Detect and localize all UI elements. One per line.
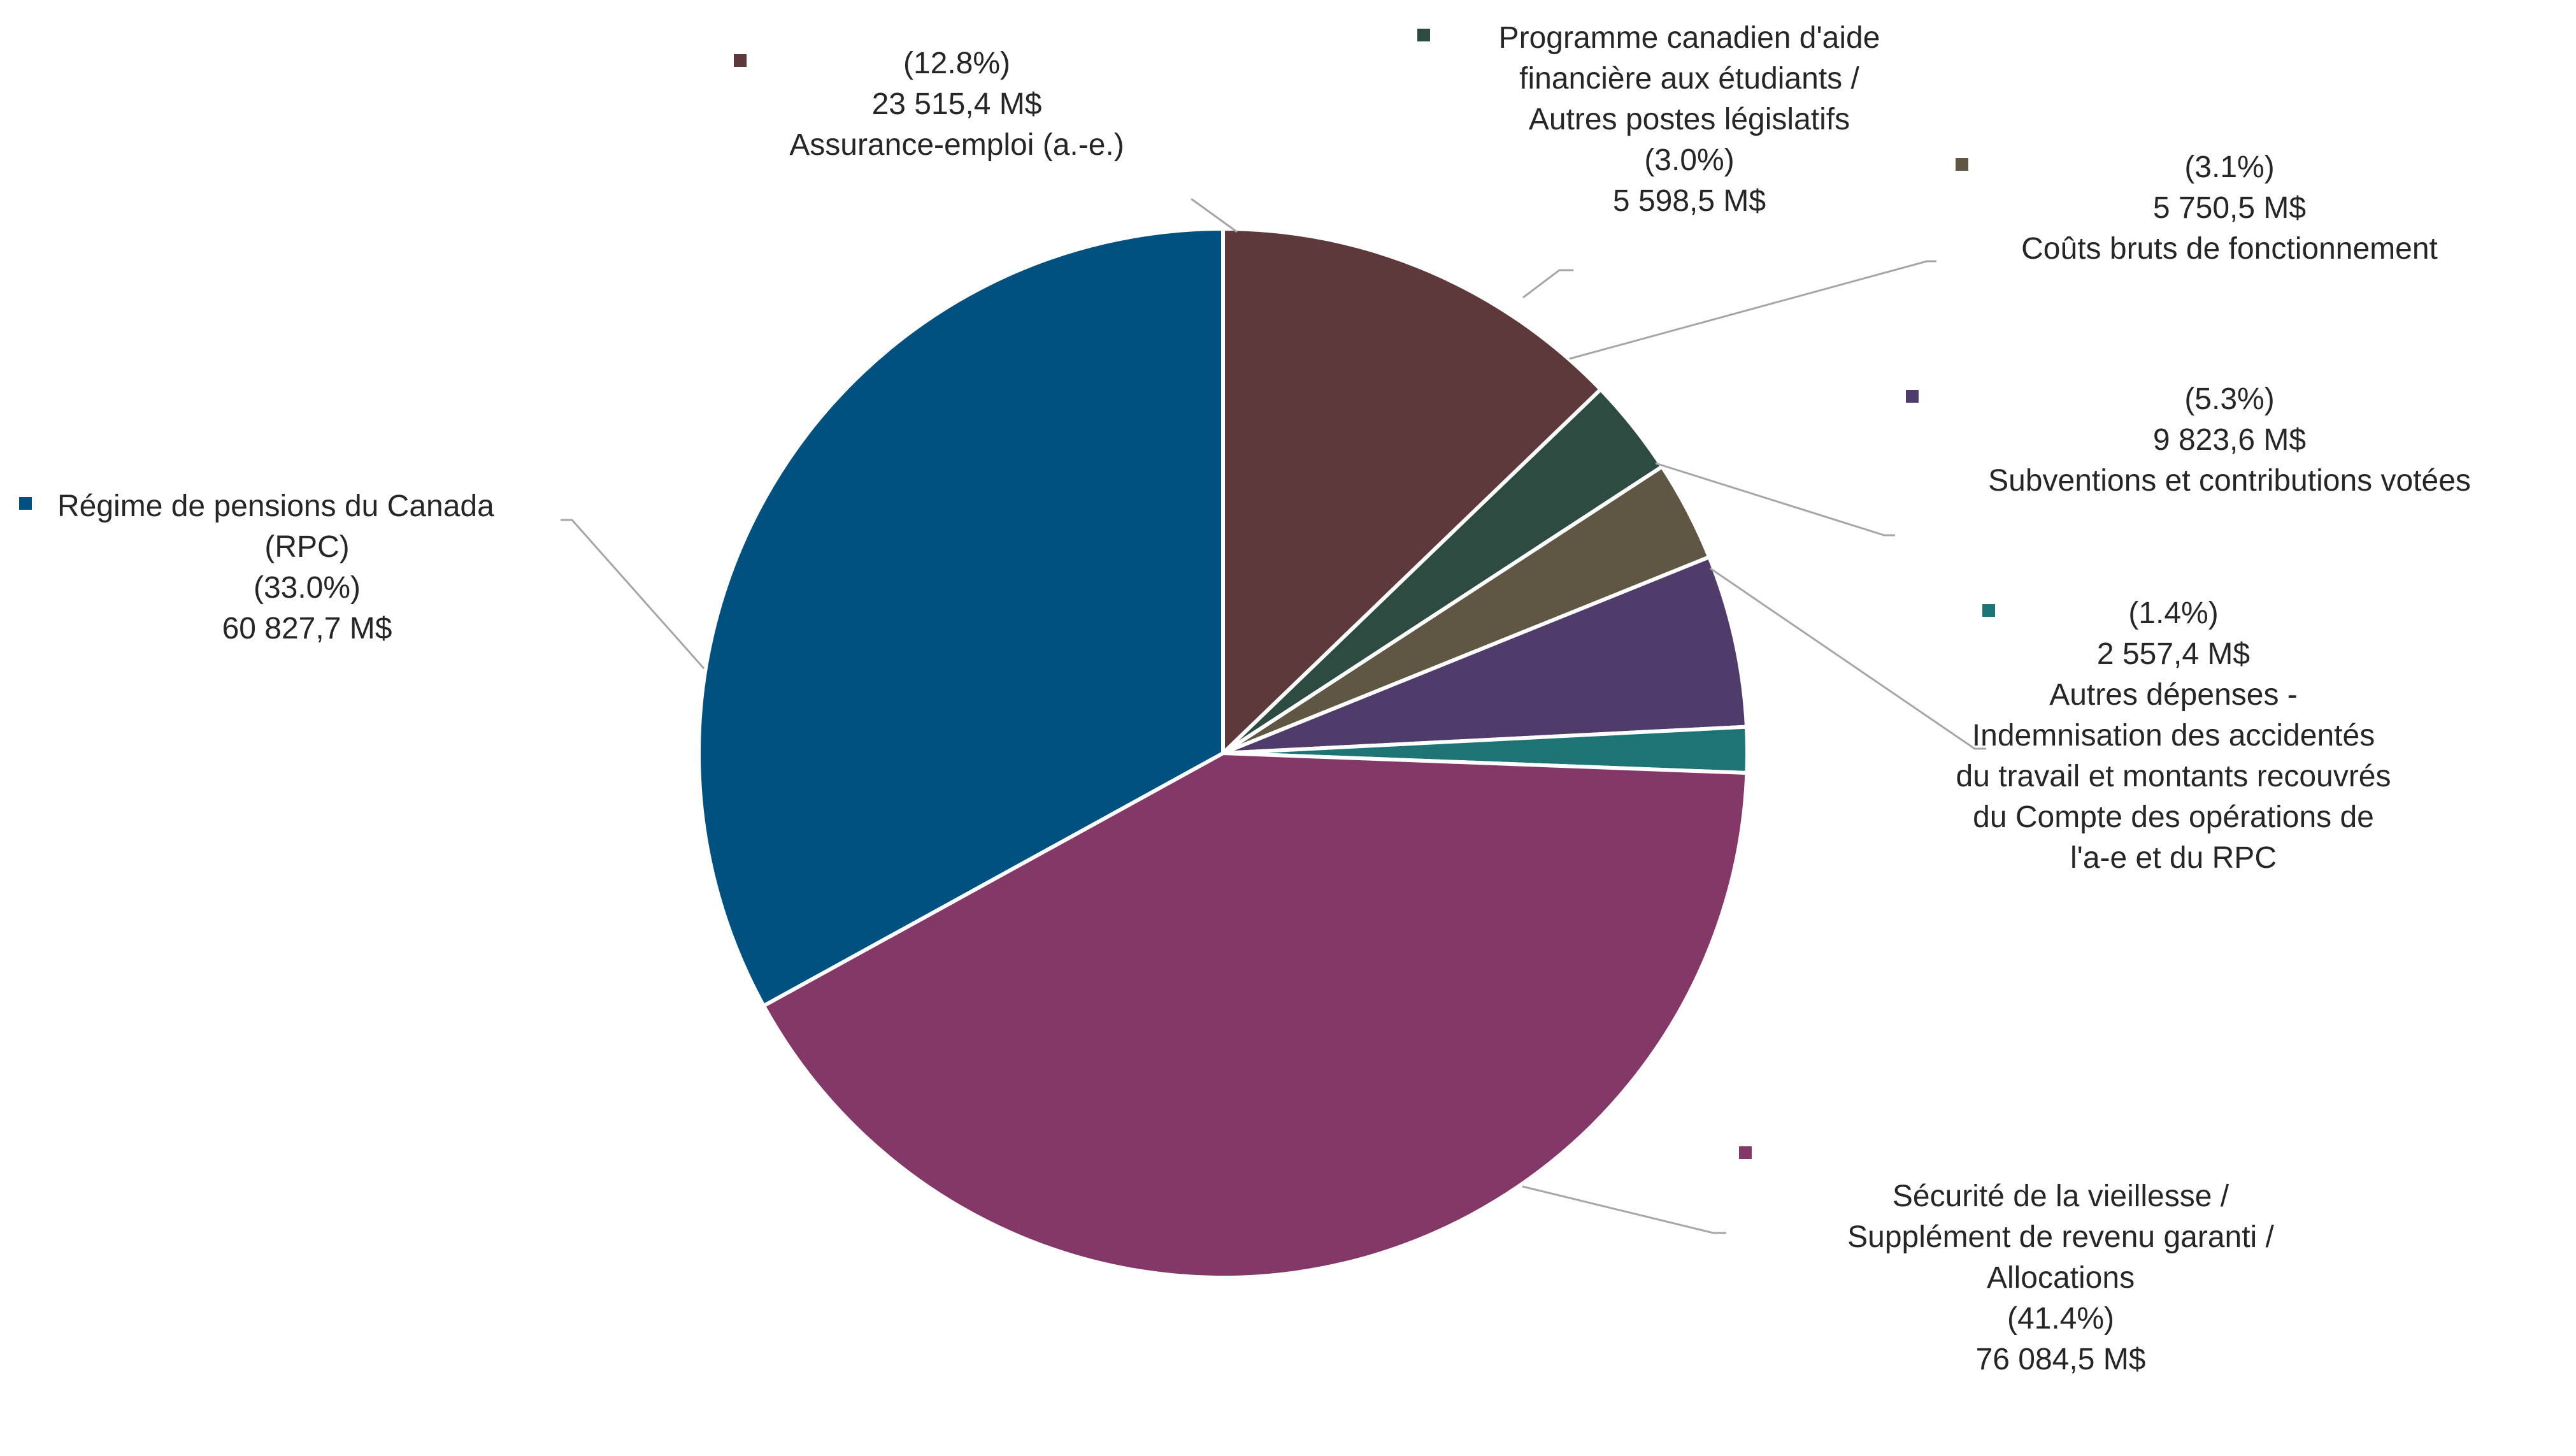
legend-key-ad xyxy=(1982,604,1995,617)
name-label-cbf: Coûts bruts de fonctionnement xyxy=(2021,232,2438,266)
percent-label-rpc: (33.0%) xyxy=(254,571,361,605)
name-label-ad: du Compte des opérations de xyxy=(1973,800,2374,834)
percent-label-ae: (12.8%) xyxy=(903,47,1010,80)
slice-labels: Sécurité de la vieillesse / Supplément de… xyxy=(19,21,2471,1376)
pie-slice-ae xyxy=(1221,227,1603,755)
name-label-rpc: Régime de pensions du Canada xyxy=(57,489,494,523)
pie-slice-rpc xyxy=(697,227,1225,1008)
name-label-ad: l'a-e et du RPC xyxy=(2070,841,2277,875)
value-label-cbf: 5 750,5 M$ xyxy=(2153,191,2306,225)
legend-key-ae xyxy=(734,54,747,67)
name-label-secv: Sécurité de la vieillesse / xyxy=(1893,1179,2229,1213)
name-label-ad: Autres dépenses - xyxy=(2049,678,2298,712)
percent-label-cbf: (3.1%) xyxy=(2184,150,2274,184)
pie-slices xyxy=(697,227,1749,1279)
leader-line-ae xyxy=(1191,198,1238,233)
leader-line-pcae xyxy=(1522,269,1573,299)
leader-line-rpc xyxy=(561,519,705,669)
name-label-secv: Supplément de revenu garanti / xyxy=(1847,1220,2274,1254)
leader-line-secv xyxy=(1522,1185,1726,1234)
name-label-scv: Subventions et contributions votées xyxy=(1988,464,2471,498)
leader-line-ad xyxy=(1710,567,1986,750)
name-label-secv: Allocations xyxy=(1987,1261,2135,1295)
percent-label-ad: (1.4%) xyxy=(2128,596,2218,630)
percent-label-scv: (5.3%) xyxy=(2184,382,2274,416)
leader-line-cbf xyxy=(1569,260,1936,360)
legend-key-secv xyxy=(1739,1146,1752,1159)
percent-label-secv: (41.4%) xyxy=(2007,1302,2114,1336)
leader-line-scv xyxy=(1655,462,1895,537)
value-label-pcae: 5 598,5 M$ xyxy=(1613,184,1766,218)
name-label-pcae: Programme canadien d'aide xyxy=(1499,21,1880,55)
pie-slice-secv xyxy=(761,751,1749,1279)
name-label-ad: Indemnisation des accidentés xyxy=(1972,719,2375,753)
value-label-ad: 2 557,4 M$ xyxy=(2097,637,2250,671)
value-label-secv: 76 084,5 M$ xyxy=(1976,1343,2146,1376)
legend-key-scv xyxy=(1906,390,1919,403)
name-label-rpc: (RPC) xyxy=(264,530,349,564)
name-label-ae: Assurance-emploi (a.-e.) xyxy=(789,128,1124,162)
name-label-ad: du travail et montants recouvrés xyxy=(1956,760,2391,793)
value-label-scv: 9 823,6 M$ xyxy=(2153,423,2306,457)
legend-key-pcae xyxy=(1417,29,1430,41)
percent-label-pcae: (3.0%) xyxy=(1644,143,1734,177)
legend-key-cbf xyxy=(1956,158,1968,171)
pie-slice-scv xyxy=(1221,555,1749,755)
leader-lines xyxy=(561,198,1986,1234)
value-label-rpc: 60 827,7 M$ xyxy=(222,612,392,645)
name-label-pcae: Autres postes législatifs xyxy=(1529,103,1850,136)
name-label-pcae: financière aux étudiants / xyxy=(1519,62,1859,96)
value-label-ae: 23 515,4 M$ xyxy=(872,87,1042,121)
legend-key-rpc xyxy=(19,497,32,510)
